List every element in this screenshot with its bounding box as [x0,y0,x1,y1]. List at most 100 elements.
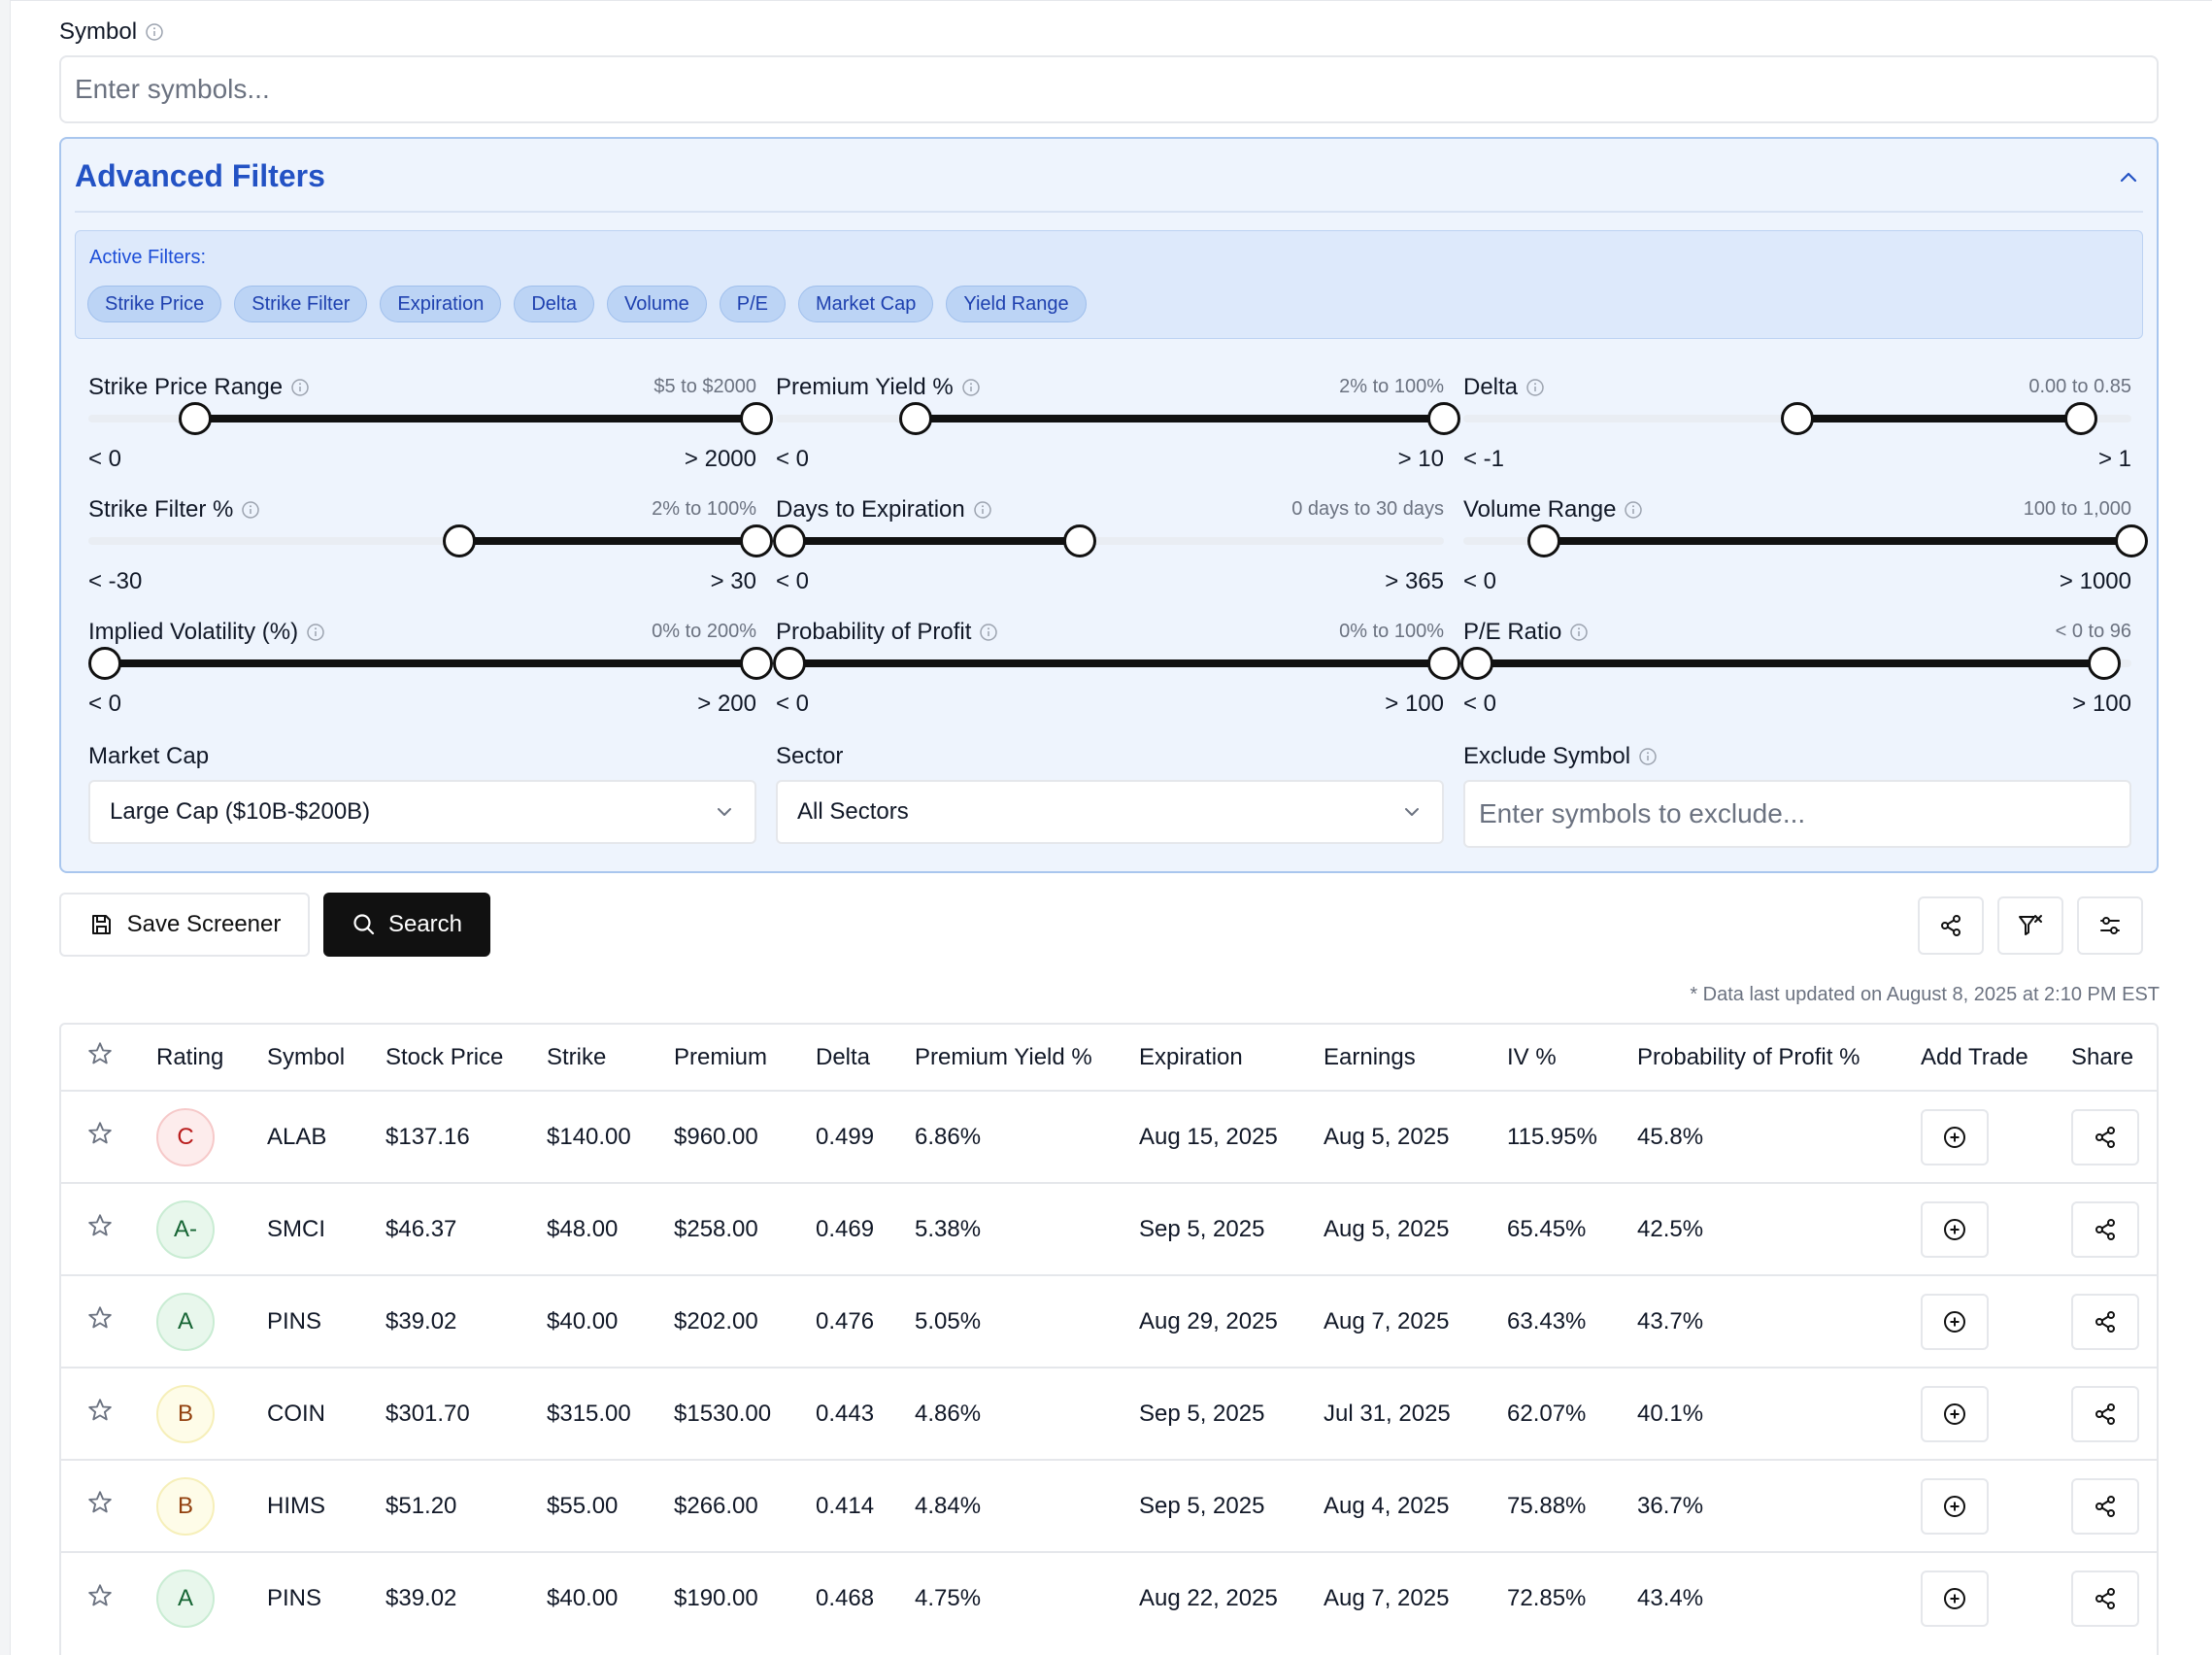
slider-thumb-min[interactable] [1781,402,1814,435]
market-cap-select[interactable]: Large Cap ($10B-$200B) [88,780,756,844]
share-row-button[interactable] [2071,1571,2139,1627]
star-icon[interactable] [86,1212,114,1239]
slider-thumb-max[interactable] [1427,647,1460,680]
table-row: B COIN $301.70 $315.00 $1530.00 0.443 4.86% Sep… [61,1367,2157,1460]
slider-thumb-max[interactable] [1063,524,1097,557]
slider-fill [458,537,756,545]
share-screener-button[interactable] [1918,896,1984,955]
column-header-stock-price[interactable]: Stock Price [385,1043,504,1070]
column-header-strike[interactable]: Strike [547,1043,607,1070]
slider-thumb-min[interactable] [899,402,933,435]
settings-button[interactable] [2077,896,2143,955]
slider-track[interactable] [772,647,1460,680]
cell-symbol: PINS [267,1274,385,1368]
column-header-premium-yield[interactable]: Premium Yield % [915,1043,1092,1070]
star-icon[interactable] [86,1120,114,1147]
share-row-button[interactable] [2071,1108,2139,1165]
exclude-symbol-input[interactable] [1463,780,2131,848]
star-icon[interactable] [86,1489,114,1516]
filter-chip[interactable]: Expiration [380,286,502,322]
filter-chip[interactable]: Volume [607,286,707,322]
info-icon[interactable] [145,22,164,42]
slider-track[interactable] [88,647,773,680]
slider-thumb-min[interactable] [1526,524,1560,557]
info-icon[interactable] [241,500,260,520]
chevron-up-icon[interactable] [2114,162,2143,191]
star-icon[interactable] [86,1304,114,1332]
sector-label: Sector [776,743,843,770]
slider-track[interactable] [88,402,773,435]
column-header-iv[interactable]: IV % [1507,1043,1557,1070]
slider-max-label: > 1000 [2059,568,2131,594]
cell-strike: $48.00 [547,1182,674,1275]
star-icon[interactable] [86,1582,114,1609]
add-trade-button[interactable] [1921,1108,1989,1165]
info-icon[interactable] [306,623,325,642]
slider-thumb-min[interactable] [1459,647,1493,680]
add-trade-button[interactable] [1921,1293,1989,1350]
filter-chip[interactable]: Delta [514,286,595,322]
slider-label-text: Days to Expiration [776,496,965,523]
slider-thumb-max[interactable] [740,402,773,435]
slider-thumb-min[interactable] [442,524,476,557]
slider-track[interactable] [772,524,1444,557]
star-icon[interactable] [86,1397,114,1424]
star-icon[interactable] [86,1040,114,1067]
slider-thumb-max[interactable] [2064,402,2098,435]
column-header-premium[interactable]: Premium [674,1043,768,1070]
slider-thumb-min[interactable] [179,402,213,435]
slider-track[interactable] [1459,647,2131,680]
column-header-rating[interactable]: Rating [156,1043,224,1070]
slider-thumb-min[interactable] [772,647,806,680]
filter-chip[interactable]: Strike Filter [234,286,368,322]
share-row-button[interactable] [2071,1293,2139,1350]
filter-chip[interactable]: Yield Range [946,286,1087,322]
info-icon[interactable] [1525,378,1545,397]
slider-thumb-min[interactable] [88,647,122,680]
filter-chip[interactable]: Strike Price [87,286,222,322]
filter-chip[interactable]: Market Cap [797,286,934,322]
search-button[interactable]: Search [323,893,490,957]
advanced-filters-title[interactable]: Advanced Filters [75,158,325,193]
slider-thumb-max[interactable] [2088,647,2122,680]
add-trade-button[interactable] [1921,1385,1989,1442]
rating-badge: C [156,1107,215,1166]
slider-track[interactable] [1463,524,2148,557]
share-row-button[interactable] [2071,1385,2139,1442]
slider-thumb-max[interactable] [2115,524,2148,557]
column-header-probability-of-profit[interactable]: Probability of Profit % [1637,1043,1860,1070]
save-screener-button[interactable]: Save Screener [59,893,310,957]
slider-track[interactable] [1463,402,2131,435]
info-icon[interactable] [961,378,981,397]
column-header-expiration[interactable]: Expiration [1139,1043,1243,1070]
sector-select[interactable]: All Sectors [776,780,1444,844]
slider-label: Probability of Profit [776,619,998,646]
column-header-delta[interactable]: Delta [816,1043,871,1070]
info-icon[interactable] [1624,500,1643,520]
slider-track[interactable] [776,402,1460,435]
slider-thumb-max[interactable] [1427,402,1460,435]
info-icon[interactable] [979,623,998,642]
slider-thumb-min[interactable] [772,524,806,557]
column-header-earnings[interactable]: Earnings [1324,1043,1416,1070]
add-trade-button[interactable] [1921,1477,1989,1535]
info-icon[interactable] [973,500,992,520]
favorite-column-header[interactable] [61,1025,156,1091]
column-header-symbol[interactable]: Symbol [267,1043,346,1070]
slider-thumb-max[interactable] [740,524,773,557]
slider-track[interactable] [88,524,773,557]
cell-expiration: Aug 15, 2025 [1139,1090,1324,1183]
share-row-button[interactable] [2071,1200,2139,1258]
add-trade-button[interactable] [1921,1200,1989,1258]
slider-thumb-max[interactable] [740,647,773,680]
info-icon[interactable] [1638,747,1658,766]
slider-max-label: > 2000 [684,446,756,472]
share-row-button[interactable] [2071,1477,2139,1535]
add-trade-button[interactable] [1921,1571,1989,1627]
symbol-input[interactable] [59,55,2159,123]
info-icon[interactable] [1569,623,1589,642]
cell-stock-price: $51.20 [385,1459,547,1552]
clear-filters-button[interactable] [1997,896,2063,955]
info-icon[interactable] [290,378,310,397]
filter-chip[interactable]: P/E [719,286,786,322]
